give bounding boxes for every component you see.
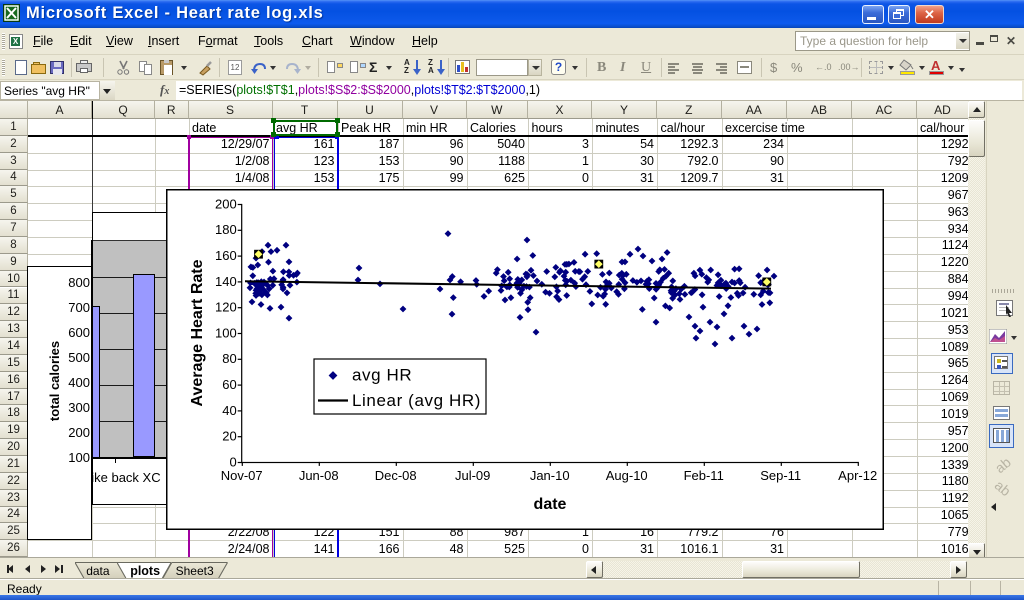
svg-text:100: 100 xyxy=(215,325,237,340)
svg-text:180: 180 xyxy=(215,222,237,237)
svg-text:200: 200 xyxy=(215,196,237,211)
svg-text:date: date xyxy=(534,496,567,513)
svg-text:Aug-10: Aug-10 xyxy=(606,468,648,483)
svg-text:Average Heart Rate: Average Heart Rate xyxy=(189,259,206,406)
svg-text:Nov-07: Nov-07 xyxy=(221,468,263,483)
svg-text:140: 140 xyxy=(215,274,237,289)
svg-text:0: 0 xyxy=(229,454,236,469)
svg-text:avg HR: avg HR xyxy=(352,366,412,385)
svg-text:160: 160 xyxy=(215,248,237,263)
svg-text:Dec-08: Dec-08 xyxy=(375,468,417,483)
svg-text:Feb-11: Feb-11 xyxy=(684,468,724,483)
svg-text:120: 120 xyxy=(215,300,237,315)
svg-text:80: 80 xyxy=(222,351,236,366)
svg-text:20: 20 xyxy=(222,429,236,444)
svg-text:60: 60 xyxy=(222,377,236,392)
svg-text:Apr-12: Apr-12 xyxy=(838,468,877,483)
svg-text:40: 40 xyxy=(222,403,236,418)
svg-text:Sep-11: Sep-11 xyxy=(760,468,801,483)
svg-text:Jan-10: Jan-10 xyxy=(530,468,570,483)
svg-text:Linear (avg HR): Linear (avg HR) xyxy=(352,391,481,410)
svg-text:Jul-09: Jul-09 xyxy=(455,468,490,483)
svg-text:Jun-08: Jun-08 xyxy=(299,468,339,483)
